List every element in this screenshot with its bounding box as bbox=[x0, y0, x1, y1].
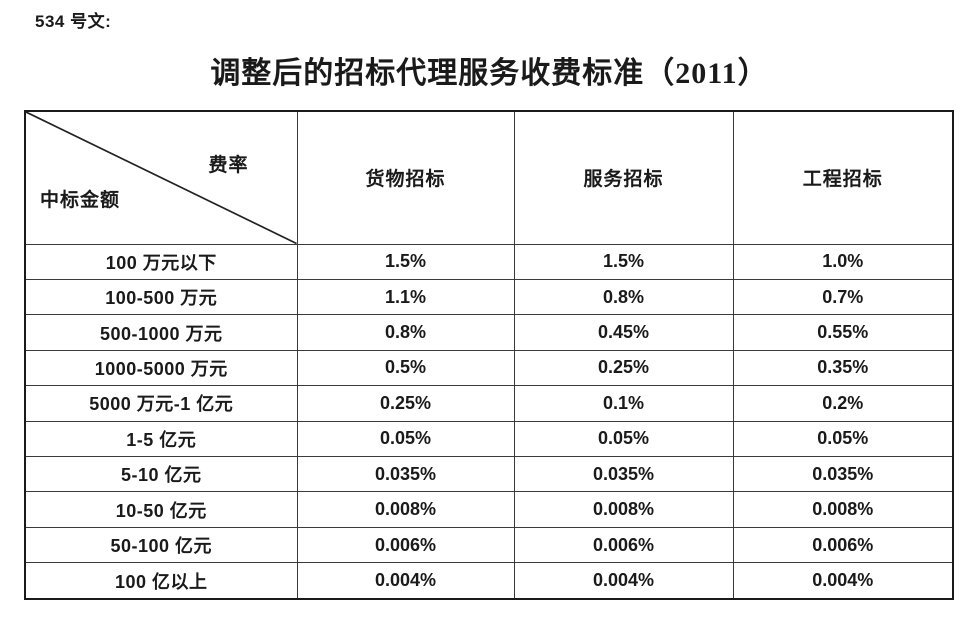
table-row: 10-50 亿元 0.008% 0.008% 0.008% bbox=[24, 491, 954, 528]
row-label: 100 亿以上 bbox=[24, 562, 298, 600]
fee-value: 0.004% bbox=[296, 562, 515, 600]
fee-value: 0.5% bbox=[296, 349, 515, 387]
fee-value: 0.2% bbox=[732, 385, 954, 422]
fee-value: 0.035% bbox=[296, 456, 515, 493]
page-title: 调整后的招标代理服务收费标准（2011） bbox=[210, 57, 769, 90]
row-label: 5-10 亿元 bbox=[24, 456, 298, 493]
table-row: 50-100 亿元 0.006% 0.006% 0.006% bbox=[24, 526, 954, 564]
table-row: 100 万元以下 1.5% 1.5% 1.0% bbox=[24, 243, 954, 280]
fee-value: 0.035% bbox=[513, 456, 734, 493]
fee-value: 0.25% bbox=[513, 349, 734, 387]
row-label: 500-1000 万元 bbox=[24, 314, 298, 351]
row-label: 100 万元以下 bbox=[24, 243, 298, 280]
table-row: 500-1000 万元 0.8% 0.45% 0.55% bbox=[24, 314, 954, 351]
row-label: 1000-5000 万元 bbox=[24, 349, 298, 387]
table-row: 100 亿以上 0.004% 0.004% 0.004% bbox=[24, 562, 954, 600]
column-header-engineering-bidding: 工程招标 bbox=[732, 110, 954, 245]
column-header-service-bidding: 服务招标 bbox=[513, 110, 734, 245]
fee-value: 0.006% bbox=[732, 526, 954, 564]
fee-value: 0.006% bbox=[296, 526, 515, 564]
row-label: 50-100 亿元 bbox=[24, 526, 298, 564]
fee-value: 1.1% bbox=[296, 278, 515, 316]
diagonal-divider-line bbox=[26, 112, 297, 244]
fee-value: 1.5% bbox=[513, 243, 734, 280]
fee-value: 0.008% bbox=[732, 491, 954, 528]
document-number-label: 534 号文: bbox=[35, 12, 112, 31]
row-label: 10-50 亿元 bbox=[24, 491, 298, 528]
table-row: 5000 万元-1 亿元 0.25% 0.1% 0.2% bbox=[24, 385, 954, 422]
corner-label-fee-rate: 费率 bbox=[208, 155, 249, 176]
fee-value: 0.05% bbox=[513, 420, 734, 458]
row-label: 5000 万元-1 亿元 bbox=[24, 385, 298, 422]
fee-value: 0.7% bbox=[732, 278, 954, 316]
fee-rate-table: 费率 中标金额 货物招标 服务招标 工程招标 100 万元以下 1.5% 1.5… bbox=[24, 110, 954, 600]
diagonal-corner-cell: 费率 中标金额 bbox=[24, 110, 298, 245]
fee-value: 0.25% bbox=[296, 385, 515, 422]
row-label: 100-500 万元 bbox=[24, 278, 298, 316]
table-body: 100 万元以下 1.5% 1.5% 1.0% 100-500 万元 1.1% … bbox=[24, 243, 954, 600]
fee-value: 1.0% bbox=[732, 243, 954, 280]
fee-value: 0.05% bbox=[296, 420, 515, 458]
fee-value: 0.004% bbox=[732, 562, 954, 600]
row-label: 1-5 亿元 bbox=[24, 420, 298, 458]
fee-value: 0.55% bbox=[732, 314, 954, 351]
fee-value: 0.05% bbox=[732, 420, 954, 458]
column-header-goods-bidding: 货物招标 bbox=[296, 110, 515, 245]
fee-value: 0.35% bbox=[732, 349, 954, 387]
fee-value: 1.5% bbox=[296, 243, 515, 280]
fee-value: 0.004% bbox=[513, 562, 734, 600]
table-header-row: 费率 中标金额 货物招标 服务招标 工程招标 bbox=[24, 110, 954, 245]
table-row: 1000-5000 万元 0.5% 0.25% 0.35% bbox=[24, 349, 954, 387]
corner-label-bid-amount: 中标金额 bbox=[40, 189, 121, 211]
fee-value: 0.8% bbox=[296, 314, 515, 351]
fee-value: 0.006% bbox=[513, 526, 734, 564]
fee-value: 0.008% bbox=[513, 491, 734, 528]
table-row: 100-500 万元 1.1% 0.8% 0.7% bbox=[24, 278, 954, 316]
fee-value: 0.1% bbox=[513, 385, 734, 422]
fee-value: 0.8% bbox=[513, 278, 734, 316]
fee-value: 0.45% bbox=[513, 314, 734, 351]
table-row: 1-5 亿元 0.05% 0.05% 0.05% bbox=[24, 420, 954, 458]
fee-value: 0.035% bbox=[732, 456, 954, 493]
table-row: 5-10 亿元 0.035% 0.035% 0.035% bbox=[24, 456, 954, 493]
fee-value: 0.008% bbox=[296, 491, 515, 528]
